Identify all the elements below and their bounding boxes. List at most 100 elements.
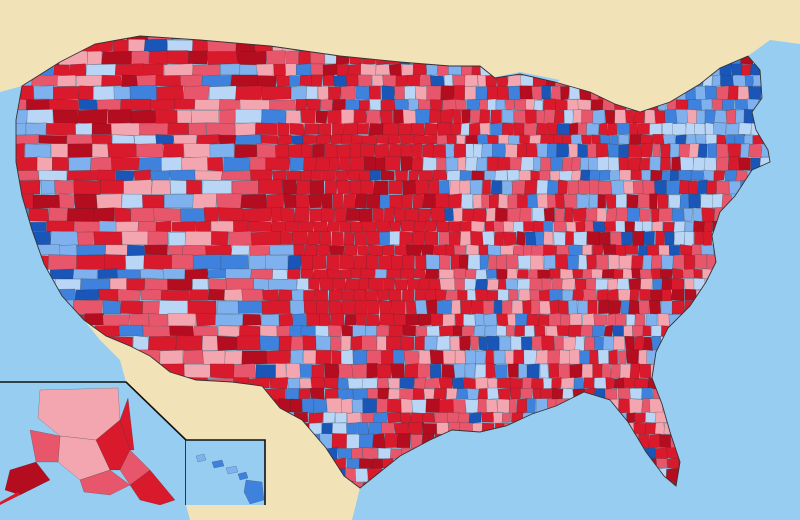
county-cell bbox=[424, 268, 440, 280]
county-cell bbox=[374, 268, 388, 280]
county-cell bbox=[428, 179, 441, 196]
alaska-borough bbox=[119, 449, 151, 486]
county-cell bbox=[601, 363, 612, 380]
county-cell bbox=[459, 335, 472, 352]
county-cell bbox=[299, 378, 313, 389]
county-cell bbox=[140, 269, 165, 279]
county-cell bbox=[377, 289, 390, 302]
county-cell bbox=[366, 388, 378, 399]
county-cell bbox=[679, 193, 690, 210]
county-cell bbox=[505, 324, 516, 338]
county-cell bbox=[53, 64, 70, 77]
county-cell bbox=[490, 180, 503, 196]
county-cell bbox=[514, 99, 528, 111]
county-cell bbox=[126, 244, 146, 257]
county-cell bbox=[76, 74, 103, 88]
county-cell bbox=[323, 377, 339, 389]
county-cell bbox=[45, 123, 77, 136]
county-cell bbox=[617, 387, 632, 401]
county-cell bbox=[407, 74, 421, 88]
county-cell bbox=[562, 289, 574, 302]
county-cell bbox=[498, 134, 510, 145]
county-cell bbox=[615, 220, 626, 233]
county-cell bbox=[514, 325, 525, 337]
county-cell bbox=[438, 269, 455, 279]
county-cell bbox=[323, 412, 336, 424]
county-cell bbox=[586, 231, 601, 246]
county-cell bbox=[725, 134, 736, 145]
county-cell bbox=[539, 300, 552, 315]
county-cell bbox=[360, 179, 374, 195]
county-cell bbox=[453, 268, 466, 280]
county-cell bbox=[462, 377, 477, 390]
county-cell bbox=[605, 194, 618, 209]
county-cell bbox=[456, 135, 466, 145]
county-cell bbox=[592, 363, 603, 379]
county-cell bbox=[354, 231, 367, 246]
county-cell bbox=[654, 422, 666, 435]
county-cell bbox=[369, 169, 381, 181]
county-cell bbox=[671, 278, 685, 291]
county-cell bbox=[415, 326, 428, 338]
county-cell bbox=[462, 208, 475, 223]
county-cell bbox=[694, 254, 708, 270]
county-cell bbox=[390, 363, 405, 379]
county-cell bbox=[688, 143, 700, 159]
county-cell bbox=[400, 335, 415, 352]
county-cell bbox=[512, 221, 524, 233]
county-cell bbox=[425, 299, 438, 315]
county-cell bbox=[270, 207, 283, 222]
county-cell bbox=[645, 422, 657, 435]
county-cell bbox=[625, 349, 640, 365]
county-cell bbox=[338, 157, 351, 172]
county-cell bbox=[194, 170, 223, 181]
county-cell bbox=[712, 193, 724, 208]
county-cell bbox=[610, 180, 625, 195]
county-cell bbox=[381, 85, 396, 101]
county-cell bbox=[280, 207, 296, 223]
county-cell bbox=[725, 123, 740, 136]
county-cell bbox=[266, 349, 292, 364]
county-cell bbox=[408, 169, 420, 181]
county-cell bbox=[164, 194, 195, 208]
county-cell bbox=[608, 254, 620, 271]
hawaii-inset bbox=[186, 439, 266, 505]
county-cell bbox=[38, 134, 68, 145]
county-cell bbox=[550, 85, 562, 101]
county-cell bbox=[660, 156, 671, 171]
county-cell bbox=[526, 193, 538, 209]
county-cell bbox=[565, 221, 577, 232]
county-cell bbox=[300, 170, 312, 181]
county-cell bbox=[598, 170, 612, 181]
county-cell bbox=[551, 377, 562, 389]
county-cell bbox=[161, 156, 182, 172]
county-cell bbox=[482, 300, 495, 315]
county-cell bbox=[341, 109, 355, 124]
county-cell bbox=[542, 220, 553, 233]
county-cell bbox=[368, 85, 381, 101]
county-cell bbox=[517, 269, 529, 279]
county-cell bbox=[388, 180, 403, 195]
county-cell bbox=[523, 122, 537, 136]
county-cell bbox=[486, 335, 500, 351]
county-cell bbox=[295, 99, 309, 111]
hawaii-island bbox=[195, 453, 207, 463]
county-cell bbox=[444, 208, 454, 222]
county-cell bbox=[224, 350, 243, 365]
county-cell bbox=[660, 143, 672, 159]
county-cell bbox=[744, 75, 754, 87]
county-cell bbox=[518, 288, 531, 301]
county-cell bbox=[461, 109, 471, 124]
county-cell bbox=[424, 377, 440, 389]
county-cell bbox=[508, 135, 521, 145]
county-cell bbox=[634, 313, 645, 326]
county-cell bbox=[116, 269, 141, 280]
county-cell bbox=[688, 193, 701, 209]
county-cell bbox=[256, 75, 277, 87]
county-cell bbox=[162, 268, 186, 279]
county-cell bbox=[420, 244, 434, 256]
county-cell bbox=[573, 378, 585, 390]
county-cell bbox=[342, 193, 357, 209]
county-cell bbox=[570, 156, 582, 172]
county-cell bbox=[625, 109, 635, 124]
